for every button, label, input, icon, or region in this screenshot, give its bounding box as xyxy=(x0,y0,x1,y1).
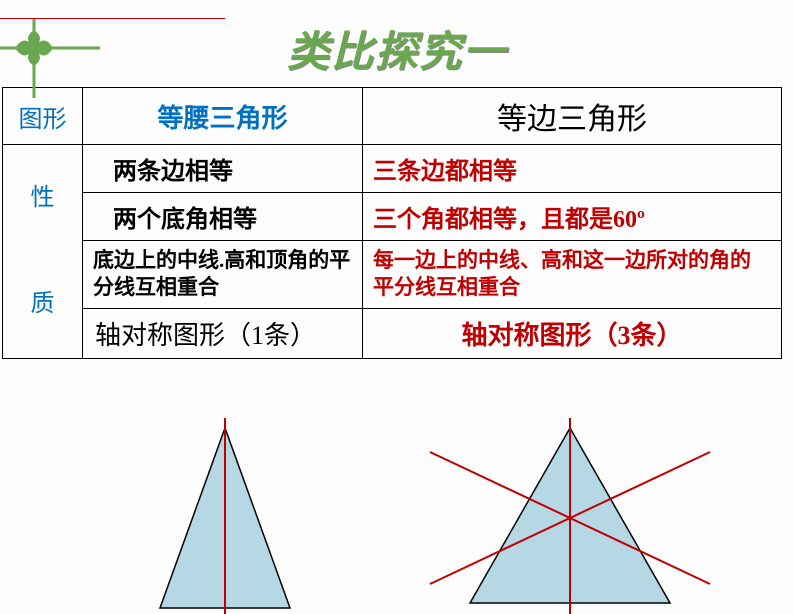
table-row: 底边上的中线.高和顶角的平分线互相重合 每一边上的中线、高和这一边所对的角的平分… xyxy=(3,241,782,309)
isoceles-header: 等腰三角形 xyxy=(83,88,363,145)
corner-decoration xyxy=(0,18,120,108)
properties-label: 性 质 xyxy=(3,145,83,359)
isoceles-triangle xyxy=(160,428,290,608)
iso-sides-cell: 两条边相等 xyxy=(83,145,363,193)
table-row: 轴对称图形（1条） 轴对称图形（3条） xyxy=(3,308,782,358)
eq-axis-3 xyxy=(430,452,710,584)
equilateral-header: 等边三角形 xyxy=(363,88,782,145)
eq-median-cell: 每一边上的中线、高和这一边所对的角的平分线互相重合 xyxy=(363,241,782,309)
table-row: 两个底角相等 三个角都相等，且都是60º xyxy=(3,193,782,241)
iso-median-cell: 底边上的中线.高和顶角的平分线互相重合 xyxy=(83,241,363,309)
iso-symmetry-cell: 轴对称图形（1条） xyxy=(83,308,363,358)
eq-sides-cell: 三条边都相等 xyxy=(363,145,782,193)
comparison-table: 图形 等腰三角形 等边三角形 性 质 两条边相等 三条边都相等 两个底角相等 三… xyxy=(2,87,782,359)
eq-angles-cell: 三个角都相等，且都是60º xyxy=(363,193,782,241)
iso-angles-cell: 两个底角相等 xyxy=(83,193,363,241)
eq-symmetry-cell: 轴对称图形（3条） xyxy=(363,308,782,358)
table-row: 性 质 两条边相等 三条边都相等 xyxy=(3,145,782,193)
eq-axis-2 xyxy=(430,452,710,584)
equilateral-triangle xyxy=(470,428,670,603)
